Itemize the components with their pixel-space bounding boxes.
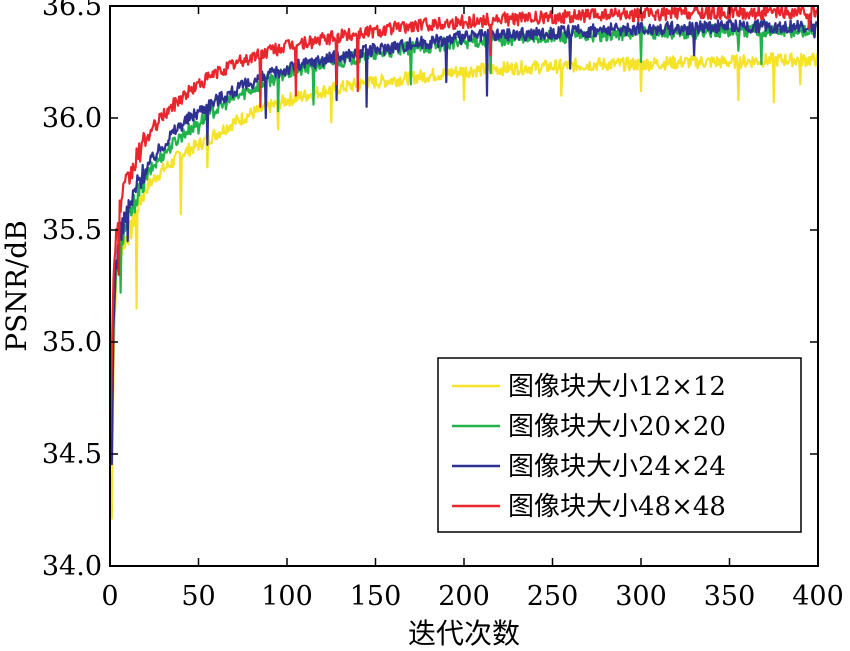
x-tick-label: 350 <box>704 581 756 612</box>
x-axis-label: 迭代次数 <box>408 617 520 650</box>
y-tick-label: 35.5 <box>42 215 102 246</box>
x-tick-label: 50 <box>181 581 215 612</box>
y-tick-label: 36.0 <box>42 103 102 134</box>
series-line <box>110 6 818 440</box>
x-tick-label: 100 <box>261 581 313 612</box>
series-line <box>110 18 818 466</box>
legend-label: 图像块大小12×12 <box>508 372 726 402</box>
x-tick-label: 400 <box>792 581 844 612</box>
y-tick-label: 34.0 <box>42 551 102 582</box>
series-layer <box>110 6 818 520</box>
legend: 图像块大小12×12 图像块大小20×20 图像块大小24×24 图像块大小48×48 <box>437 357 802 533</box>
y-axis-label: PSNR/dB <box>0 220 33 352</box>
y-tick-label: 34.5 <box>42 439 102 470</box>
x-tick-label: 0 <box>101 581 118 612</box>
x-tick-label: 150 <box>350 581 402 612</box>
y-tick-label: 36.5 <box>42 0 102 22</box>
x-tick-label: 250 <box>527 581 579 612</box>
legend-label: 图像块大小24×24 <box>508 452 726 482</box>
x-tick-label: 200 <box>438 581 490 612</box>
legend-label: 图像块大小20×20 <box>508 412 726 442</box>
x-tick-label: 300 <box>615 581 667 612</box>
legend-label: 图像块大小48×48 <box>508 492 726 522</box>
series-line <box>110 52 818 520</box>
y-tick-label: 35.0 <box>42 327 102 358</box>
ticks-layer: 0 50 100 150 200 250 300 350 400 34.0 34.5 35.0 35.5… <box>42 0 844 612</box>
